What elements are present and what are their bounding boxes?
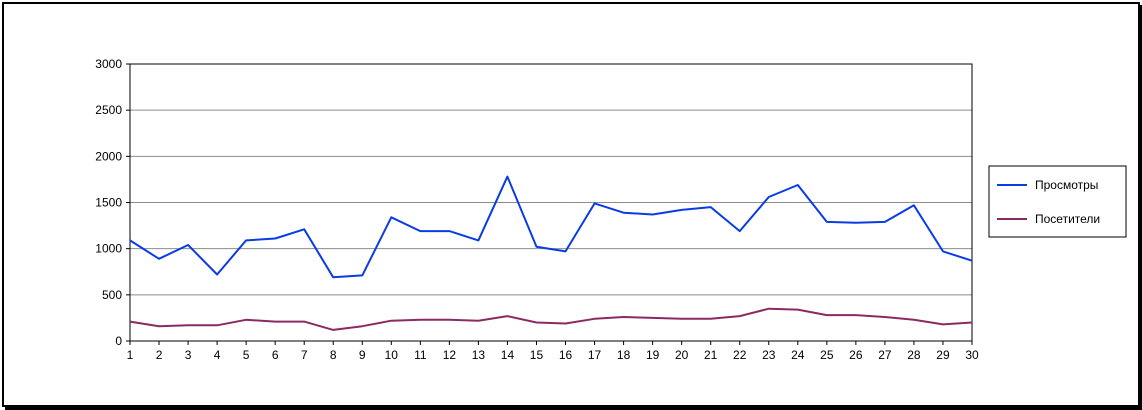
y-tick-label: 1000 xyxy=(95,242,122,256)
gridlines xyxy=(130,109,972,296)
legend-label: Посетители xyxy=(1035,212,1100,226)
x-tick-label: 2 xyxy=(156,348,163,362)
x-tick-label: 4 xyxy=(214,348,221,362)
x-tick-label: 15 xyxy=(530,348,544,362)
x-tick-label: 24 xyxy=(791,348,805,362)
x-tick-label: 28 xyxy=(907,348,921,362)
x-tick-label: 21 xyxy=(704,348,718,362)
x-tick-label: 25 xyxy=(820,348,834,362)
x-tick-label: 22 xyxy=(733,348,747,362)
x-tick-label: 17 xyxy=(588,348,602,362)
x-axis-ticks: 1 2 3 4 5 6 7 8 9 10 11 12 13 14 15 16 17 18 19 20 21 22 23 24 2… xyxy=(127,341,979,362)
y-tick-label: 3000 xyxy=(95,57,122,71)
x-tick-label: 29 xyxy=(936,348,950,362)
x-tick-label: 23 xyxy=(762,348,776,362)
x-tick-label: 1 xyxy=(127,348,134,362)
x-tick-label: 5 xyxy=(243,348,250,362)
y-tick-label: 1500 xyxy=(95,196,122,210)
x-tick-label: 8 xyxy=(330,348,337,362)
x-tick-label: 18 xyxy=(617,348,631,362)
x-tick-label: 6 xyxy=(272,348,279,362)
x-tick-label: 7 xyxy=(301,348,308,362)
x-tick-label: 16 xyxy=(559,348,573,362)
x-tick-label: 27 xyxy=(878,348,892,362)
y-tick-label: 500 xyxy=(102,288,122,302)
y-tick-label: 2500 xyxy=(95,103,122,117)
y-tick-label: 0 xyxy=(115,334,122,348)
legend-box xyxy=(988,165,1127,238)
x-tick-label: 19 xyxy=(646,348,660,362)
x-tick-label: 20 xyxy=(675,348,689,362)
x-tick-label: 10 xyxy=(385,348,399,362)
y-axis-ticks: 0 500 1000 1500 2000 2500 3000 xyxy=(95,57,130,348)
x-tick-label: 3 xyxy=(185,348,192,362)
x-tick-label: 13 xyxy=(472,348,486,362)
series-lines xyxy=(129,175,973,331)
x-tick-label: 9 xyxy=(359,348,366,362)
y-tick-label: 2000 xyxy=(95,149,122,163)
x-tick-label: 30 xyxy=(965,348,979,362)
x-tick-label: 14 xyxy=(501,348,515,362)
x-tick-label: 11 xyxy=(414,348,427,362)
legend-label: Просмотры xyxy=(1035,178,1098,192)
series-line-2 xyxy=(129,307,973,331)
x-tick-label: 26 xyxy=(849,348,863,362)
x-tick-label: 12 xyxy=(443,348,457,362)
legend: Просмотры Посетители xyxy=(988,165,1127,238)
series-line-1 xyxy=(129,175,973,279)
